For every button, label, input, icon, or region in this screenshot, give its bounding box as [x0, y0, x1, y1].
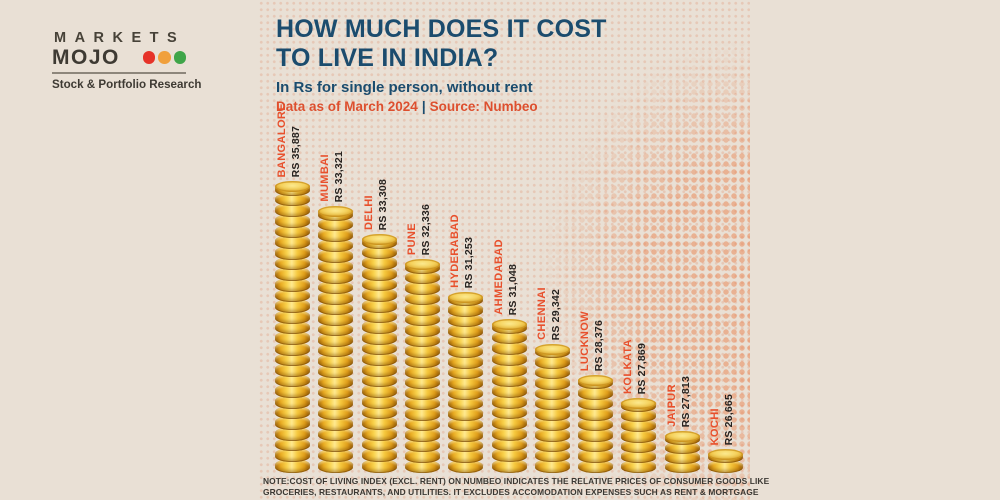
footnote-line1: NOTE:COST OF LIVING INDEX (EXCL. RENT) O… [263, 476, 770, 486]
page-title-line1: HOW MUCH DOES IT COST [276, 15, 607, 43]
coin-stack-ahmedabad: AHMEDABAD RS 31,048 [492, 239, 527, 473]
bar-label: MUMBAI RS 33,321 [319, 150, 345, 202]
coin-top-face [708, 449, 743, 460]
value-label: RS 26,665 [723, 393, 735, 445]
coin-stack-bangalore: BANGALORE RS 35,887 [275, 103, 310, 473]
coin-stack-chennai: CHENNAI RS 29,342 [535, 287, 570, 473]
logo-mojo-text: MOJO [52, 46, 120, 69]
city-label: AHMEDABAD [493, 239, 505, 315]
city-label: DELHI [363, 195, 375, 230]
coin-stack-kolkata: KOLKATA RS 27,869 [621, 339, 656, 473]
value-label: RS 32,336 [420, 203, 432, 255]
city-label: MUMBAI [319, 154, 331, 202]
bar-label: PUNE RS 32,336 [406, 203, 432, 255]
bar-label: AHMEDABAD RS 31,048 [493, 239, 519, 315]
bar-label: KOCHI RS 26,665 [709, 393, 735, 445]
coin-stack-delhi: DELHI RS 33,308 [362, 179, 397, 473]
coin-top-face [621, 398, 656, 409]
logo-dots [142, 51, 186, 64]
bar-label: DELHI RS 33,308 [363, 178, 389, 230]
green-dot-icon [173, 51, 186, 64]
logo-mojo-row: MOJO [52, 47, 186, 68]
value-label: RS 28,376 [593, 319, 605, 371]
coin-top-face [405, 259, 440, 270]
city-label: PUNE [406, 222, 418, 255]
coin-top-face [665, 431, 700, 442]
red-dot-icon [142, 51, 155, 64]
coin-stack-lucknow: LUCKNOW RS 28,376 [578, 311, 613, 473]
bar-label: HYDERABAD RS 31,253 [449, 214, 475, 288]
city-label: JAIPUR [666, 384, 678, 427]
value-label: RS 33,321 [333, 150, 345, 202]
logo-markets-text: MARKETS [54, 30, 186, 46]
city-label: BANGALORE [276, 102, 288, 178]
city-label: KOLKATA [622, 339, 634, 394]
value-label: RS 27,813 [680, 375, 692, 427]
city-label: LUCKNOW [579, 310, 591, 371]
city-label: HYDERABAD [449, 214, 461, 288]
page-subtitle: In Rs for single person, without rent [276, 78, 533, 96]
separator: | [421, 98, 426, 114]
coin-stack-hyderabad: HYDERABAD RS 31,253 [448, 214, 483, 473]
coin-stack-kochi: KOCHI RS 26,665 [708, 394, 743, 473]
coin-stack-pune: PUNE RS 32,336 [405, 204, 440, 473]
value-label: RS 29,342 [550, 288, 562, 340]
value-label: RS 35,887 [290, 125, 302, 177]
coin-stack-jaipur: JAIPUR RS 27,813 [665, 376, 700, 473]
coin-top-face [318, 206, 353, 217]
footnote: NOTE:COST OF LIVING INDEX (EXCL. RENT) O… [263, 476, 773, 498]
value-label: RS 31,253 [463, 236, 475, 288]
data-as-of-text: Data as of March 2024 [276, 98, 418, 114]
city-label: CHENNAI [536, 287, 548, 340]
bar-label: CHENNAI RS 29,342 [536, 287, 562, 340]
value-label: RS 31,048 [507, 263, 519, 315]
bar-label: KOLKATA RS 27,869 [622, 339, 648, 394]
coin-top-face [448, 292, 483, 303]
orange-dot-icon [158, 51, 171, 64]
page-title-line2: TO LIVE IN INDIA? [276, 44, 499, 73]
coin-top-face [362, 234, 397, 245]
value-label: RS 27,869 [636, 342, 648, 394]
logo-tagline: Stock & Portfolio Research [52, 77, 202, 91]
source-text: Source: Numbeo [429, 98, 538, 114]
header-block: HOW MUCH DOES IT COST TO LIVE IN INDIA? … [276, 15, 696, 114]
coin-top-face [275, 181, 310, 192]
brand-logo: MARKETS MOJO Stock & Portfolio Research [52, 30, 202, 91]
city-label: KOCHI [709, 407, 721, 445]
source-line: Data as of March 2024 | Source: Numbeo [276, 99, 696, 114]
bar-label: LUCKNOW RS 28,376 [579, 310, 605, 371]
coin-top-face [492, 319, 527, 330]
bar-label: BANGALORE RS 35,887 [276, 102, 302, 178]
bar-label: JAIPUR RS 27,813 [666, 375, 692, 427]
value-label: RS 33,308 [377, 178, 389, 230]
logo-divider [52, 72, 186, 74]
coin-stack-mumbai: MUMBAI RS 33,321 [318, 151, 353, 473]
coin-top-face [578, 375, 613, 386]
coin-top-face [535, 344, 570, 355]
footnote-line2: GROCERIES, RESTAURANTS, AND UTILITIES. I… [263, 486, 759, 497]
